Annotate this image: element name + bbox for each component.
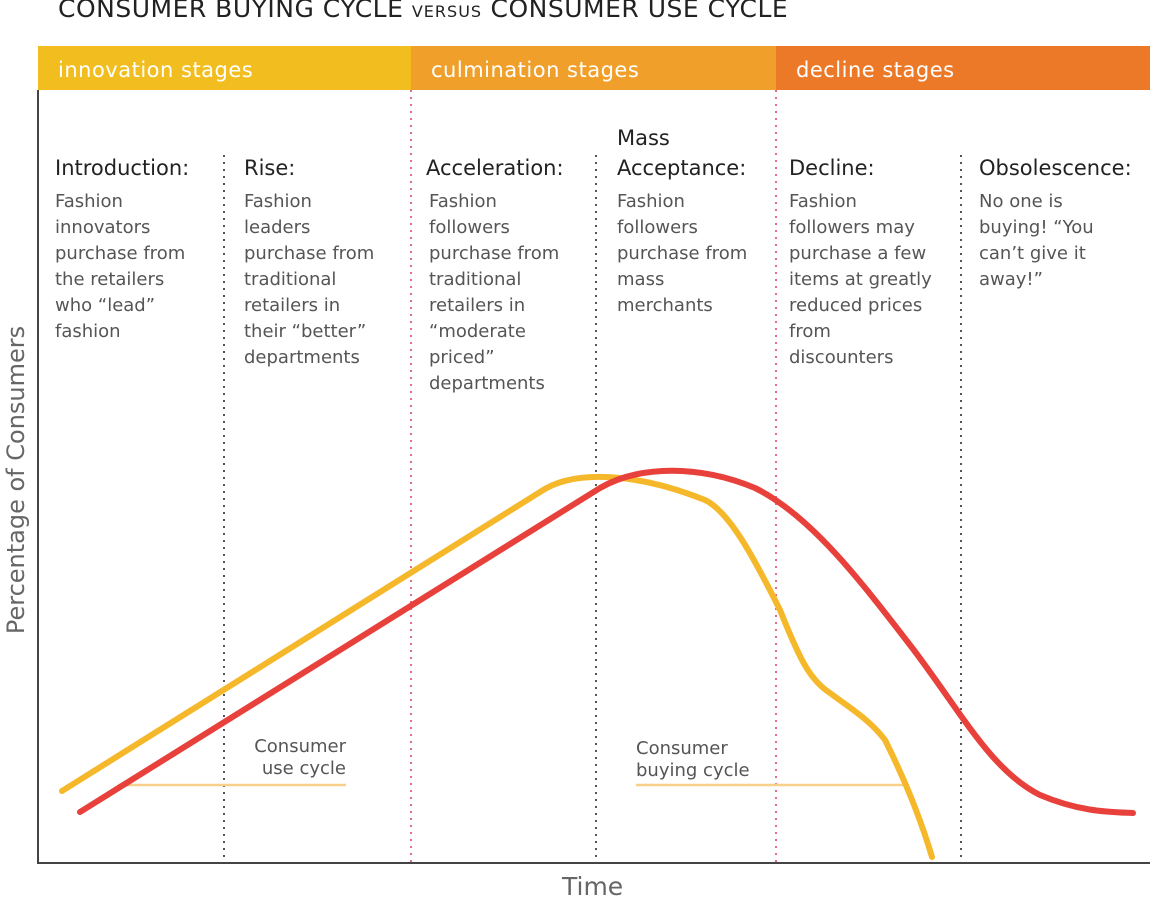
x-axis-label: Time	[562, 872, 624, 901]
title-part-2: CONSUMER USE CYCLE	[490, 0, 789, 23]
stage-heading-obsolescence: Obsolescence:	[979, 156, 1132, 180]
stage-heading-mass-line1: Mass	[617, 126, 670, 150]
title-versus: VERSUS	[411, 2, 483, 21]
band-innovation-stages: innovation stages	[38, 46, 411, 90]
stage-description-acceleration: Fashion followers purchase from traditio…	[429, 191, 560, 394]
stage-heading-decline: Decline:	[789, 156, 875, 180]
stage-heading-acceleration: Acceleration:	[426, 156, 564, 180]
use-cycle-label: Consumer use cycle	[254, 736, 346, 779]
y-axis-label: Percentage of Consumers	[2, 325, 30, 635]
stage-heading-rise: Rise:	[244, 156, 296, 180]
consumer-buying-cycle-curve	[77, 467, 1136, 816]
band-label: decline stages	[796, 58, 955, 82]
band-label: innovation stages	[58, 58, 254, 82]
stage-description-mass-acceptance: Fashion followers purchase from mass mer…	[617, 191, 748, 316]
consumer-use-cycle-curve	[59, 473, 935, 860]
stage-description-obsolescence: No one is buying! “You can’t give it awa…	[979, 191, 1094, 290]
band-label: culmination stages	[431, 58, 640, 82]
title-part-1: CONSUMER BUYING CYCLE	[58, 0, 404, 23]
stage-description-rise: Fashion leaders purchase from traditiona…	[244, 191, 375, 368]
stage-description-introduction: Fashion innovators purchase from the ret…	[55, 191, 186, 342]
stage-heading-acceptance: Acceptance:	[617, 156, 747, 180]
diagram-title: CONSUMER BUYING CYCLE VERSUS CONSUMER US…	[58, 0, 788, 23]
band-decline-stages: decline stages	[776, 46, 1150, 90]
buying-cycle-label: Consumer buying cycle	[636, 738, 750, 781]
stage-description-decline: Fashion followers may purchase a few ite…	[789, 191, 932, 368]
band-culmination-stages: culmination stages	[411, 46, 776, 90]
stage-heading-introduction: Introduction:	[55, 156, 190, 180]
